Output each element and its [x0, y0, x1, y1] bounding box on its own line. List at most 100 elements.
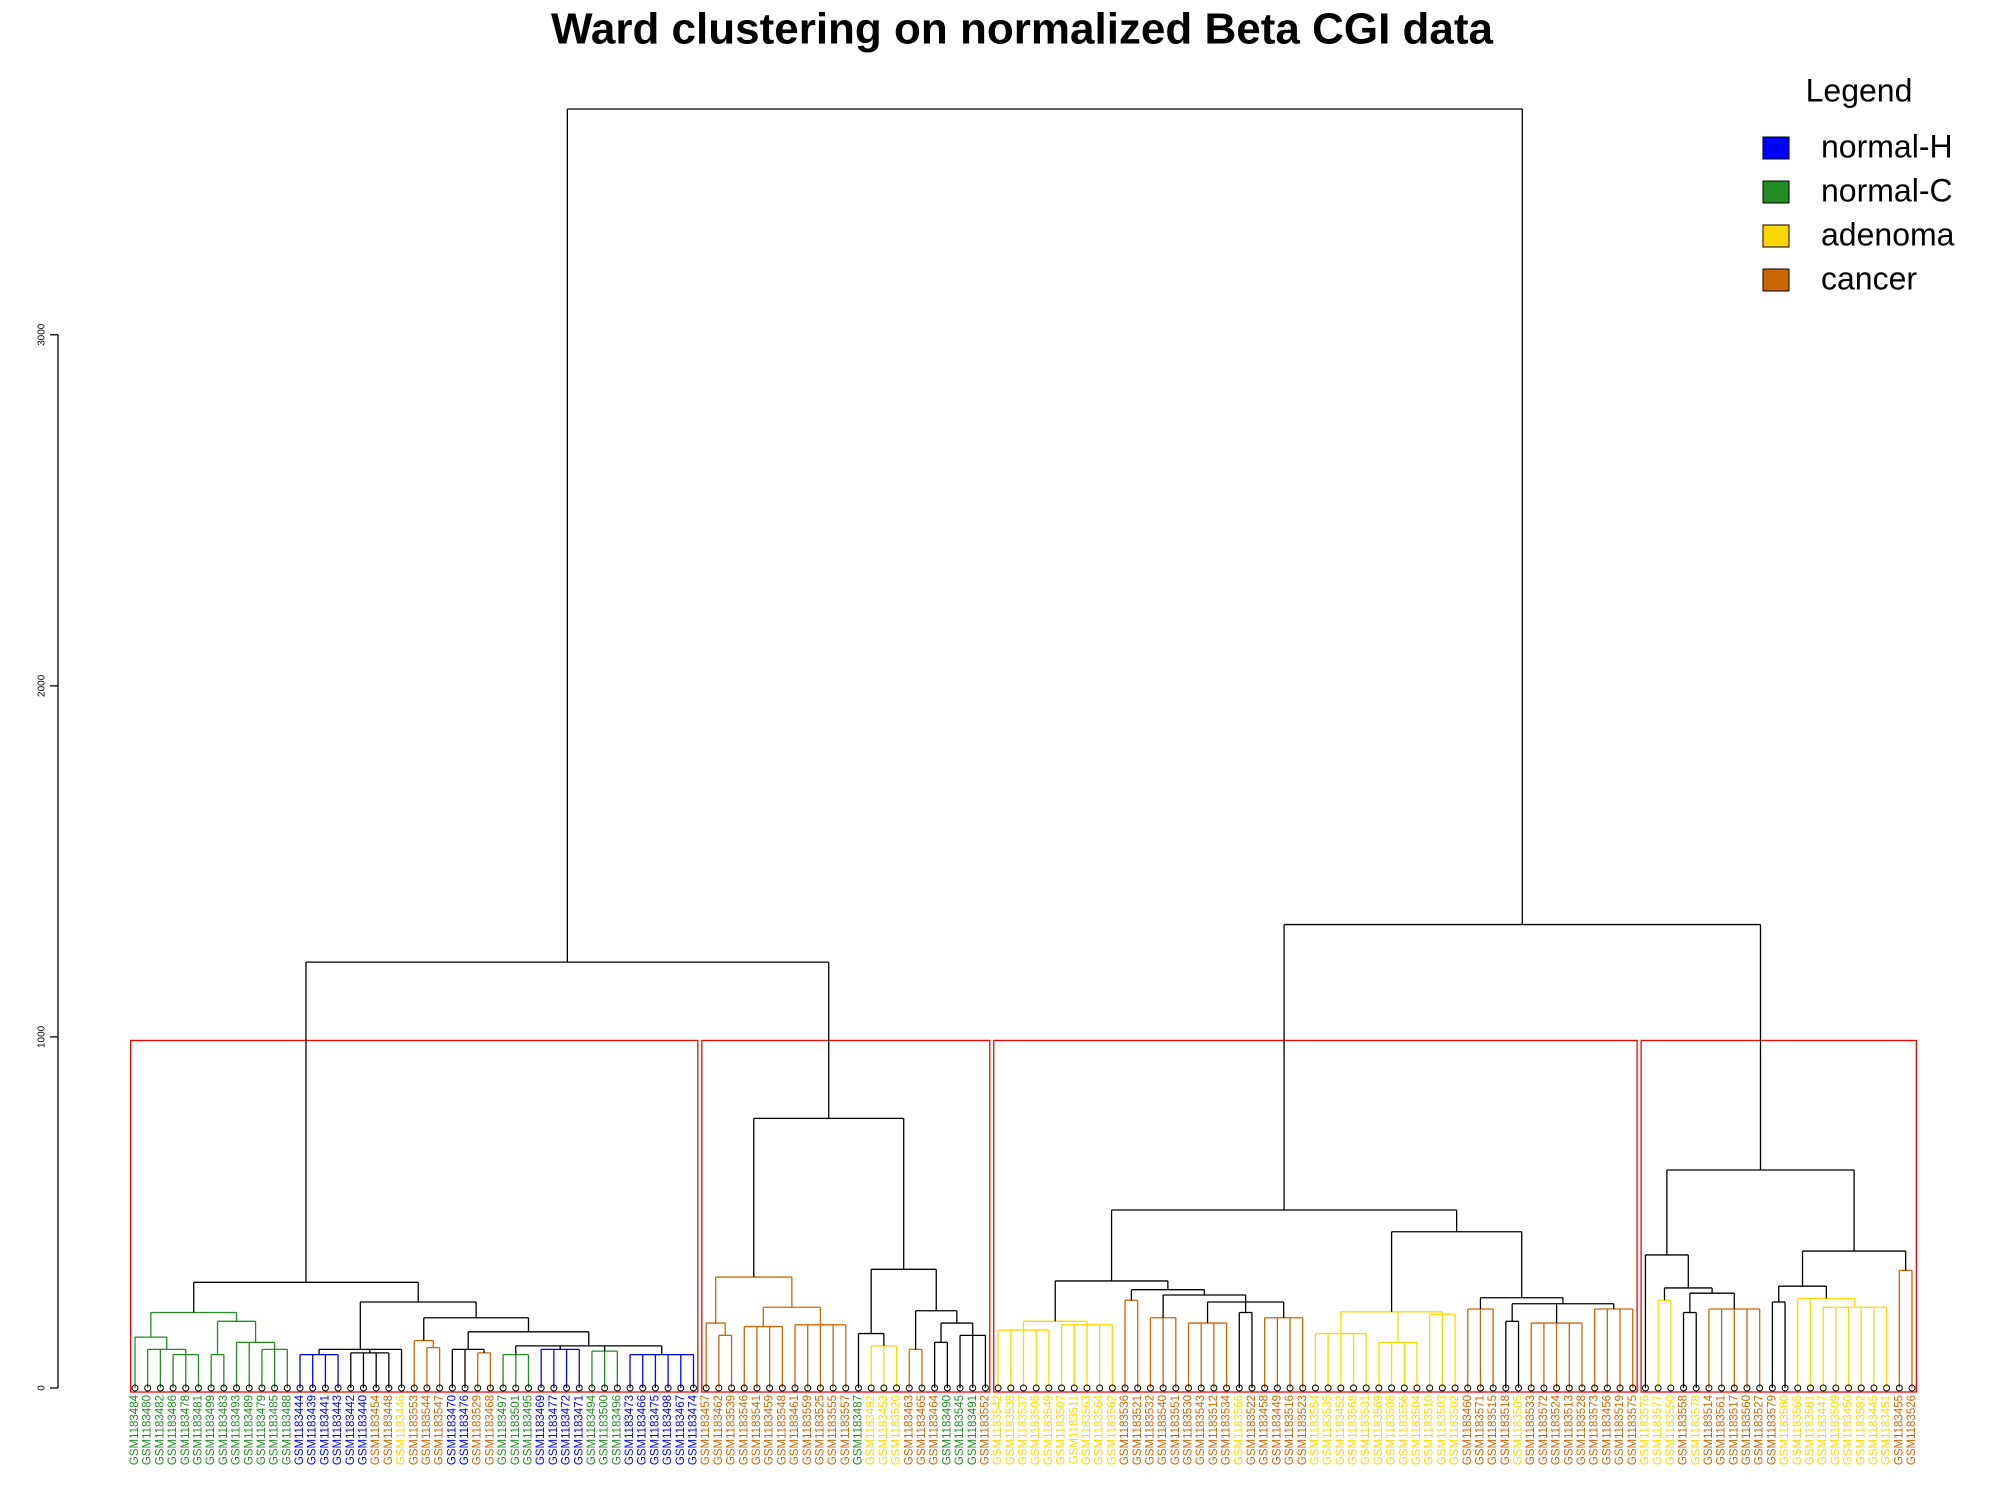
leaf-label: GSM1183497: [497, 1395, 509, 1465]
leaf-point: [1058, 1384, 1066, 1392]
leaf-label: GSM1183524: [1551, 1394, 1563, 1465]
leaf-label: GSM1183511: [1068, 1395, 1080, 1464]
leaf-label: GSM1183537: [1018, 1395, 1030, 1465]
legend-label: normal-H: [1821, 128, 1953, 164]
leaf-point: [1756, 1384, 1764, 1392]
leaf-point: [550, 1384, 558, 1392]
leaf-point: [1641, 1384, 1649, 1392]
leaf-point: [1743, 1384, 1751, 1392]
leaf-point: [1730, 1384, 1738, 1392]
leaf-point: [1134, 1384, 1142, 1392]
leaf-point: [943, 1384, 951, 1392]
leaf-point: [233, 1384, 241, 1392]
leaf-label: GSM1183445: [1868, 1395, 1880, 1465]
leaf-point: [613, 1384, 621, 1392]
leaf-point: [423, 1384, 431, 1392]
leaf-point: [740, 1384, 748, 1392]
leaf-label: GSM1183534: [1221, 1394, 1233, 1465]
y-tick-label: 0: [37, 1385, 48, 1391]
leaf-point: [893, 1384, 901, 1392]
leaf-label: GSM1183551: [1170, 1395, 1182, 1465]
leaf-label: GSM1183553: [408, 1395, 420, 1465]
leaf-point: [791, 1384, 799, 1392]
leaf-point: [1794, 1384, 1802, 1392]
leaf-point: [1832, 1384, 1840, 1392]
leaf-point: [1007, 1384, 1015, 1392]
leaf-point: [486, 1384, 494, 1392]
leaf-label: GSM1183557: [840, 1395, 852, 1465]
leaf-point: [1172, 1384, 1180, 1392]
leaf-label: GSM1183447: [1817, 1395, 1829, 1465]
leaf-point: [639, 1384, 647, 1392]
leaf-label: GSM1183571: [1474, 1395, 1486, 1465]
leaf-point: [715, 1384, 723, 1392]
leaf-label: GSM1183568: [1348, 1395, 1360, 1465]
leaf-point: [398, 1384, 406, 1392]
leaf-label: GSM1183515: [1487, 1395, 1499, 1465]
leaf-label: GSM1183452: [1335, 1395, 1347, 1465]
leaf-point: [1857, 1384, 1865, 1392]
leaf-point: [245, 1384, 253, 1392]
leaf-point: [1438, 1384, 1446, 1392]
leaf-point: [1565, 1384, 1573, 1392]
leaf-point: [1286, 1384, 1294, 1392]
y-tick-label: 3000: [37, 323, 48, 346]
leaf-point: [766, 1384, 774, 1392]
leaf-label: GSM1183490: [941, 1395, 953, 1465]
leaf-label: GSM1183443: [332, 1395, 344, 1465]
leaf-label: GSM1183468: [484, 1395, 496, 1465]
leaf-point: [1616, 1384, 1624, 1392]
leaf-label: GSM1183460: [1462, 1395, 1474, 1465]
leaf-label: GSM1183539: [726, 1395, 738, 1465]
leaf-label: GSM1183556: [1398, 1395, 1410, 1465]
leaf-label: GSM1183538: [1005, 1395, 1017, 1465]
leaf-point: [1223, 1384, 1231, 1392]
leaf-label: GSM1183444: [294, 1394, 306, 1465]
leaf-point: [1895, 1384, 1903, 1392]
leaf-point: [1400, 1384, 1408, 1392]
leaf-point: [1324, 1384, 1332, 1392]
leaf-point: [1527, 1384, 1535, 1392]
leaf-point: [1070, 1384, 1078, 1392]
leaf-point: [1108, 1384, 1116, 1392]
leaf-label: GSM1183549: [1043, 1395, 1055, 1465]
leaf-point: [156, 1384, 164, 1392]
leaf-point: [1159, 1384, 1167, 1392]
leaf-point: [334, 1384, 342, 1392]
leaf-label: GSM1183512: [1208, 1395, 1220, 1465]
leaf-label: GSM1183463: [903, 1395, 915, 1465]
leaf-label: GSM1183502: [1449, 1395, 1461, 1465]
leaf-label: GSM1183526: [1906, 1395, 1918, 1465]
leaf-point: [563, 1384, 571, 1392]
legend-swatch: [1762, 224, 1790, 248]
leaf-label: GSM1183576: [1639, 1395, 1651, 1465]
leaf-label: GSM1183572: [1538, 1395, 1550, 1465]
leaf-label: GSM1183476: [459, 1395, 471, 1465]
leaf-label: GSM1183461: [789, 1395, 801, 1465]
legend-swatch: [1762, 136, 1790, 160]
leaf-label: GSM1183509: [1830, 1395, 1842, 1465]
leaf-label: GSM1183508: [1386, 1395, 1398, 1465]
leaf-point: [220, 1384, 228, 1392]
leaf-point: [816, 1384, 824, 1392]
leaf-point: [296, 1384, 304, 1392]
leaf-label: GSM1183569: [1373, 1395, 1385, 1465]
leaf-point: [1388, 1384, 1396, 1392]
leaf-point: [918, 1384, 926, 1392]
leaf-label: GSM1183543: [1195, 1395, 1207, 1465]
leaf-point: [1578, 1384, 1586, 1392]
leaf-label: GSM1183483: [218, 1395, 230, 1465]
leaf-point: [1350, 1384, 1358, 1392]
leaf-point: [829, 1384, 837, 1392]
leaf-point: [1426, 1384, 1434, 1392]
leaf-label: GSM1183552: [979, 1395, 991, 1465]
leaf-label: GSM1183496: [611, 1395, 623, 1465]
leaf-point: [1806, 1384, 1814, 1392]
leaf-label: GSM1183563: [1081, 1395, 1093, 1465]
leaf-point: [842, 1384, 850, 1392]
leaf-label: GSM1183579: [1766, 1395, 1778, 1465]
leaf-label: GSM1183448: [383, 1395, 395, 1465]
leaf-point: [1020, 1384, 1027, 1392]
leaf-label: GSM1183456: [1601, 1395, 1613, 1465]
